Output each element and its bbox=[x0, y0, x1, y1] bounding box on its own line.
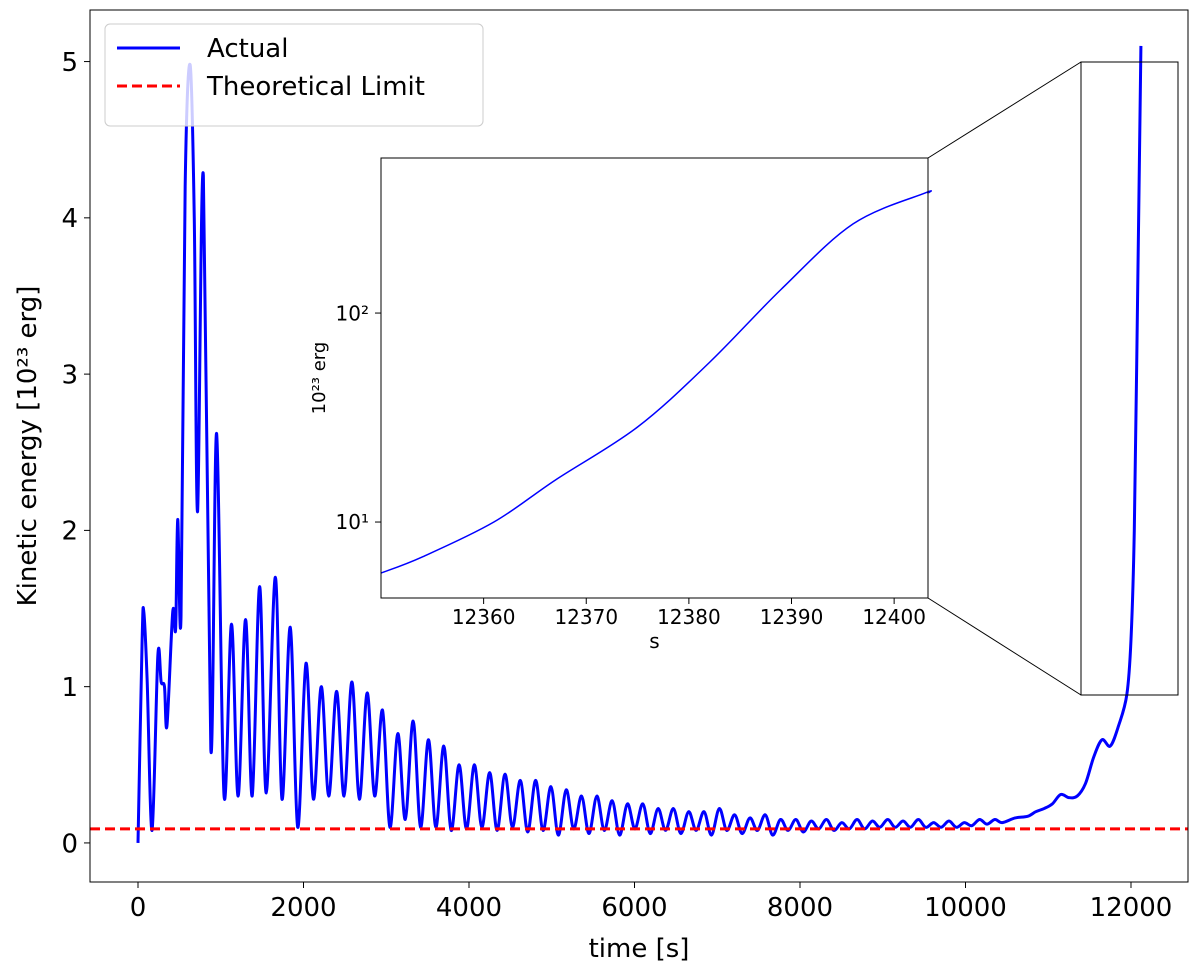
y-axis-label: Kinetic energy [10²³ erg] bbox=[13, 286, 43, 607]
x-tick-label: 12370 bbox=[554, 605, 618, 629]
data-line bbox=[380, 190, 932, 574]
x-tick-label: 12390 bbox=[760, 605, 824, 629]
y-tick-label: 5 bbox=[61, 48, 78, 78]
plot-frame bbox=[89, 9, 1189, 883]
legend: Actual Theoretical Limit bbox=[104, 23, 484, 127]
y-tick-label: 3 bbox=[61, 360, 78, 390]
y-tick-label: 2 bbox=[61, 517, 78, 547]
plot-frame bbox=[380, 157, 929, 599]
main-chart: 0 2000 4000 6000 8000 10000 12000 0 1 2 3 4 5 time [s… bbox=[13, 9, 1189, 964]
x-tick-label: 12360 bbox=[452, 605, 516, 629]
y-tick-label: 10² bbox=[336, 301, 369, 325]
x-tick-label: 8000 bbox=[767, 893, 833, 923]
y-axis-label: 10²³ erg bbox=[309, 342, 330, 415]
x-tick-label: 10000 bbox=[924, 893, 1007, 923]
y-tick-label: 4 bbox=[61, 204, 78, 234]
inset-chart: 12360 12370 12380 12390 12400 10¹ 10² s 10²³ erg bbox=[309, 157, 932, 653]
zoom-connector bbox=[927, 61, 1082, 159]
x-tick-label: 0 bbox=[130, 893, 147, 923]
zoom-box bbox=[1080, 61, 1179, 696]
zoom-indicator bbox=[927, 61, 1179, 696]
x-tick-label: 6000 bbox=[601, 893, 667, 923]
data-line bbox=[136, 45, 1143, 843]
legend-label: Actual bbox=[207, 34, 288, 64]
x-tick-label: 12380 bbox=[657, 605, 721, 629]
x-tick-label: 4000 bbox=[436, 893, 502, 923]
x-tick-label: 12000 bbox=[1090, 893, 1173, 923]
x-axis-label: s bbox=[649, 629, 659, 653]
legend-label: Theoretical Limit bbox=[206, 72, 425, 102]
x-tick-label: 12400 bbox=[862, 605, 926, 629]
legend-box bbox=[104, 23, 484, 127]
plot-area bbox=[381, 158, 928, 598]
y-tick-label: 10¹ bbox=[336, 510, 369, 534]
x-axis-label: time [s] bbox=[589, 934, 690, 964]
y-tick-label: 0 bbox=[61, 829, 78, 859]
y-tick-label: 1 bbox=[61, 673, 78, 703]
x-tick-label: 2000 bbox=[270, 893, 336, 923]
zoom-connector bbox=[927, 597, 1082, 696]
